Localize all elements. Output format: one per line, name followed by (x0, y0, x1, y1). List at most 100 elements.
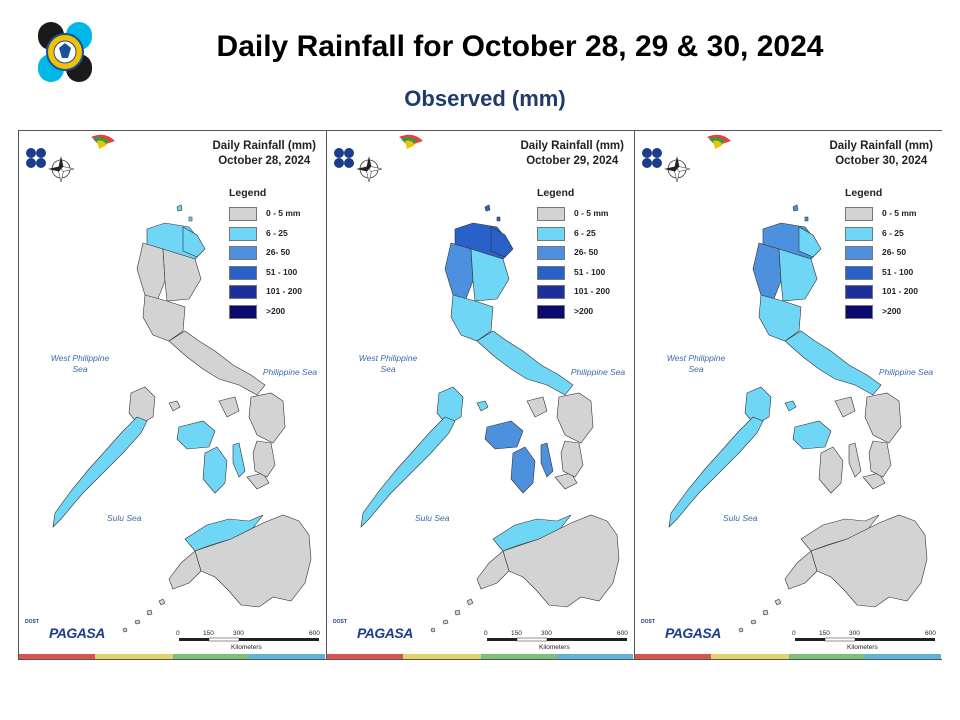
legend-swatch (537, 246, 565, 260)
legend-label: 26- 50 (266, 247, 291, 257)
dost-label: DOST (333, 619, 347, 625)
legend-label: 101 - 200 (882, 286, 918, 296)
cagayan-valley (162, 248, 202, 302)
scale-tick: 0 (176, 630, 180, 637)
page-title: Daily Rainfall for October 28, 29 & 30, … (216, 30, 824, 63)
palawan-island (52, 416, 148, 528)
compass-rose-icon (356, 156, 383, 183)
scale-tick: 300 (849, 630, 860, 637)
legend-label: 0 - 5 mm (882, 208, 917, 218)
color-bar-segment (635, 654, 711, 659)
scale-tick: 600 (925, 630, 936, 637)
color-bar-segment (249, 654, 325, 659)
sea-label-west: West Philippine Sea (50, 353, 110, 374)
legend-swatch (537, 207, 565, 221)
batanes-island (484, 204, 501, 222)
sea-label-sulu: Sulu Sea (415, 513, 450, 523)
mindoro-island (436, 386, 464, 426)
legend-swatch (229, 207, 257, 221)
legend-label: 51 - 100 (882, 266, 914, 277)
legend-label: 6 - 25 (574, 227, 596, 238)
pagasa-wordmark: PAGASA (357, 625, 413, 641)
legend-label: 0 - 5 mm (266, 208, 301, 218)
color-bar-segment (557, 654, 633, 659)
legend-label: 0 - 5 mm (574, 208, 609, 218)
legend-label: 51 - 100 (574, 266, 606, 277)
masbate-island (218, 396, 240, 418)
map-title-date: October 28, 2024 (218, 155, 311, 167)
legend-swatch (845, 304, 873, 319)
mindoro-island (128, 386, 156, 426)
central-luzon (142, 294, 186, 342)
samar-island (248, 392, 286, 444)
cagayan-east (798, 226, 822, 258)
legend-label: >200 (882, 305, 902, 316)
map-panel: Daily Rainfall (mm) October 30, 2024 Leg… (635, 131, 943, 659)
marinduque-island (168, 400, 181, 412)
islands (668, 204, 928, 633)
color-bar-segment (865, 654, 941, 659)
map-title-line1: Daily Rainfall (mm) (829, 140, 933, 152)
legend-label: 101 - 200 (266, 286, 302, 296)
zamboanga-peninsula (476, 550, 510, 590)
scale-tick: 300 (233, 630, 244, 637)
scale-tick: 600 (617, 630, 628, 637)
color-bar-segment (789, 654, 865, 659)
scale-tick: 150 (511, 630, 522, 637)
bottom-color-bar (19, 654, 325, 659)
panay-island (484, 420, 524, 450)
color-bar-segment (95, 654, 173, 659)
legend-swatch (537, 265, 565, 280)
map-title: Daily Rainfall (mm) October 28, 2024 (212, 139, 316, 169)
legend-title: Legend (537, 187, 575, 199)
south-luzon (476, 330, 574, 396)
scale-tick: 300 (541, 630, 552, 637)
sulu-islands (430, 598, 474, 633)
legend-swatch (229, 226, 257, 241)
scale-tick: 150 (203, 630, 214, 637)
scale-tick: 0 (792, 630, 796, 637)
central-luzon (450, 294, 494, 342)
map-title-line1: Daily Rainfall (mm) (520, 140, 624, 152)
legend-swatch (845, 285, 873, 299)
leyte-island (252, 440, 276, 478)
samar-island (556, 392, 594, 444)
cagayan-east (182, 226, 206, 258)
compass-rose-icon (664, 156, 691, 183)
negros-island (510, 446, 536, 494)
map-title: Daily Rainfall (mm) October 29, 2024 (520, 139, 624, 169)
dost-label: DOST (25, 619, 39, 625)
marinduque-island (784, 400, 797, 412)
color-bar-segment (403, 654, 481, 659)
scale-unit: Kilometers (231, 644, 262, 651)
marinduque-island (476, 400, 489, 412)
legend-title: Legend (229, 187, 267, 199)
legend-label: 26- 50 (882, 247, 907, 257)
legend-label: 101 - 200 (574, 286, 610, 296)
cagayan-valley (470, 248, 510, 302)
dost-seal-icon (30, 18, 100, 86)
legend-swatch (229, 265, 257, 280)
scale-unit: Kilometers (539, 644, 570, 651)
panay-island (176, 420, 216, 450)
north-mindanao (800, 514, 880, 552)
sea-label-sulu: Sulu Sea (107, 513, 142, 523)
cebu-island (848, 442, 862, 478)
mindanao-island (194, 514, 312, 608)
islands (360, 204, 620, 633)
cagayan-valley (778, 248, 818, 302)
scale-tick: 0 (484, 630, 488, 637)
legend-swatch (229, 285, 257, 299)
bohol-island (554, 472, 578, 490)
legend-label: >200 (266, 305, 286, 316)
masbate-island (526, 396, 548, 418)
dost-label: DOST (641, 619, 655, 625)
ilocos-west (136, 242, 166, 302)
sulu-islands (122, 598, 166, 633)
leyte-island (560, 440, 584, 478)
mindanao-island (810, 514, 928, 608)
bottom-color-bar (635, 654, 941, 659)
sea-label-sulu: Sulu Sea (723, 513, 758, 523)
pagasa-wordmark: PAGASA (665, 625, 721, 641)
south-luzon (784, 330, 882, 396)
